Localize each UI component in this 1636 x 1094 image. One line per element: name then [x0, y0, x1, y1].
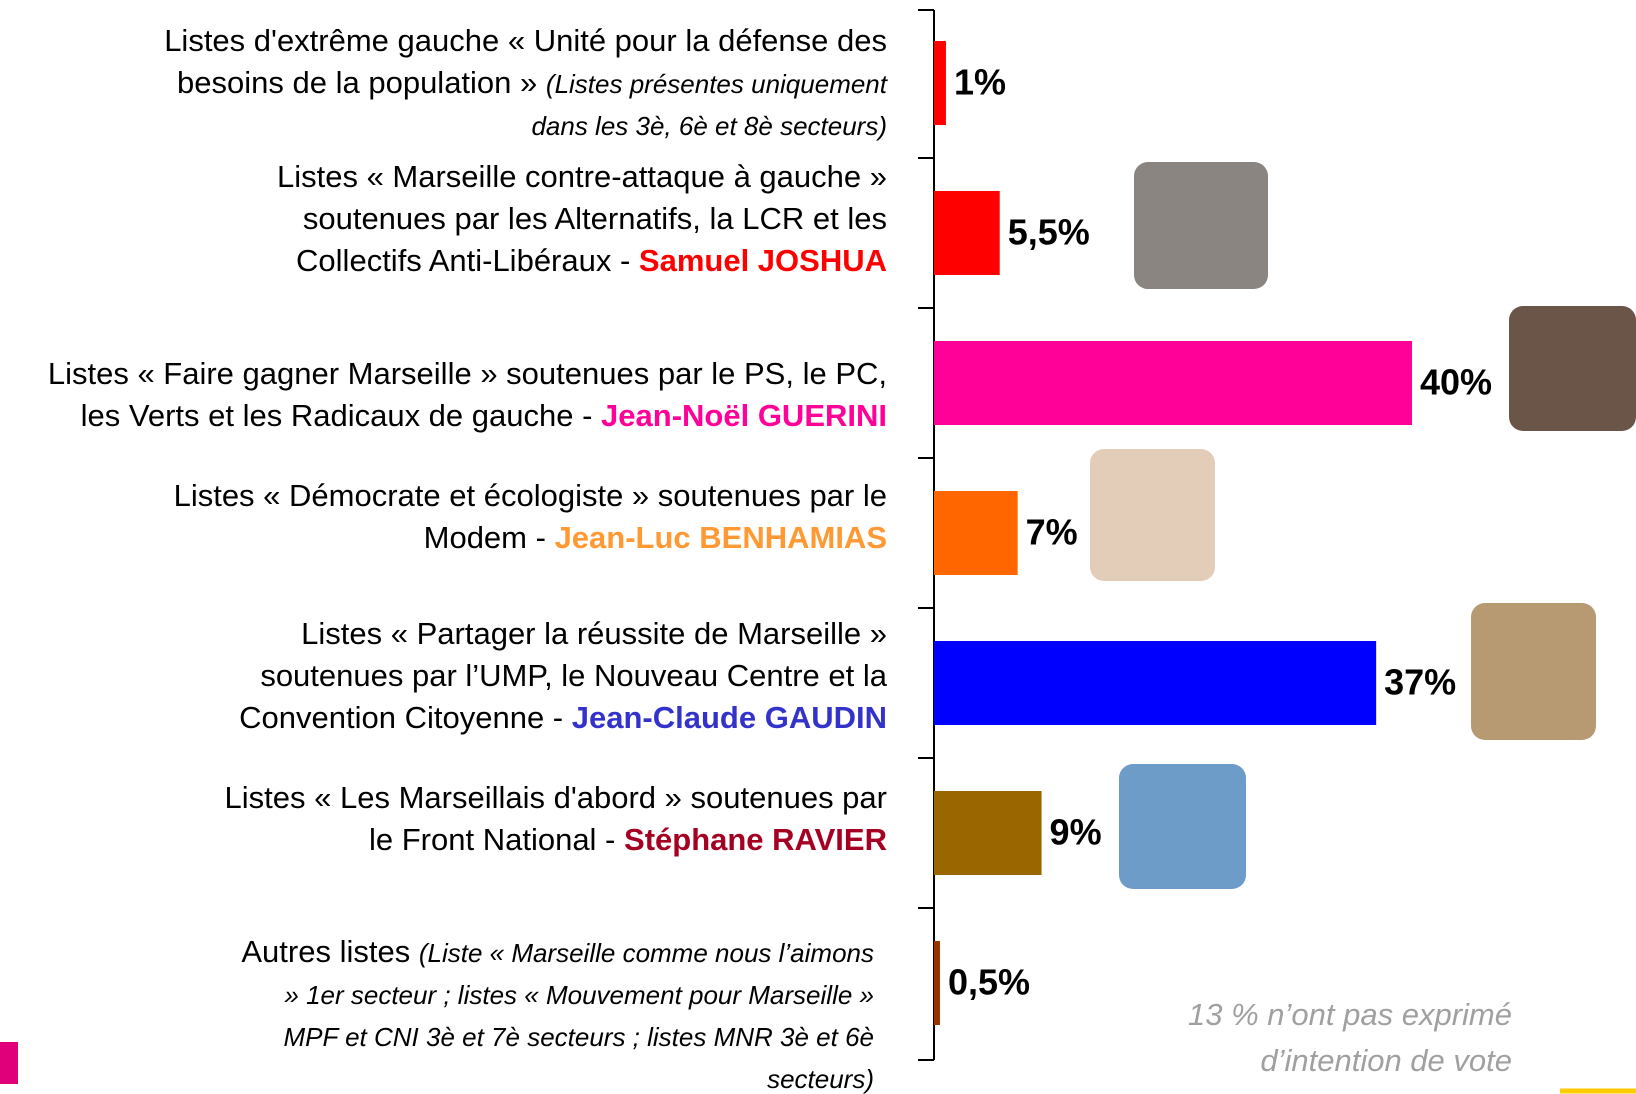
category-label: Listes d'extrême gauche « Unité pour la …	[127, 20, 887, 146]
category-label: Autres listes (Liste « Marseille comme n…	[224, 931, 874, 1094]
bar	[934, 791, 1042, 875]
category-text: Autres listes	[241, 934, 410, 969]
annotation-line: d’intention de vote	[1188, 1038, 1512, 1084]
bar	[934, 491, 1018, 575]
value-label: 1%	[954, 62, 1006, 103]
category-label: Listes « Marseille contre-attaque à gauc…	[207, 156, 887, 282]
photo	[1090, 449, 1215, 581]
photo	[1509, 306, 1636, 431]
value-label: 9%	[1050, 812, 1102, 853]
value-label: 37%	[1384, 662, 1456, 703]
bar	[934, 941, 940, 1025]
photo	[1471, 603, 1596, 740]
leader-name: Stéphane RAVIER	[624, 822, 887, 857]
category-label: Listes « Les Marseillais d'abord » soute…	[207, 777, 887, 861]
leader-name: Jean-Noël GUERINI	[601, 398, 887, 433]
leader-name: Jean-Claude GAUDIN	[572, 700, 887, 735]
value-label: 0,5%	[948, 962, 1030, 1003]
logo	[0, 1042, 18, 1084]
value-label: 40%	[1420, 362, 1492, 403]
photo	[1119, 764, 1246, 889]
bar	[934, 191, 1000, 275]
bar	[934, 641, 1376, 725]
category-label: Listes « Démocrate et écologiste » soute…	[127, 475, 887, 559]
bar	[934, 341, 1412, 425]
bar	[934, 41, 946, 125]
photo	[1134, 162, 1268, 289]
annotation-line: 13 % n’ont pas exprimé	[1188, 992, 1512, 1038]
value-label: 5,5%	[1008, 212, 1090, 253]
leader-name: Samuel JOSHUA	[639, 243, 887, 278]
category-label: Listes « Partager la réussite de Marseil…	[167, 613, 887, 739]
page: 1% 5,5% 40% 7% 37% 9% 0,5% 13 % n’ont pas expr…	[0, 0, 1636, 1094]
category-label: Listes « Faire gagner Marseille » souten…	[7, 353, 887, 437]
value-label: 7%	[1026, 512, 1078, 553]
leader-name: Jean-Luc BENHAMIAS	[555, 520, 887, 555]
annotation: 13 % n’ont pas exprimé d’intention de vo…	[1188, 992, 1512, 1084]
photos	[1090, 162, 1636, 889]
category-note: (Listes présentes uniquement dans les 3è…	[531, 69, 887, 141]
